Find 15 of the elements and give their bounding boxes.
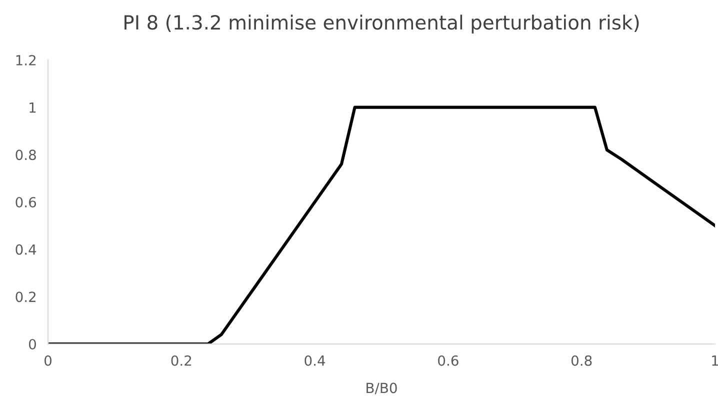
- x-tick-label: 0.2: [171, 355, 192, 366]
- x-tick-label: 1: [712, 356, 718, 366]
- x-tick-label: 0.6: [438, 355, 458, 366]
- y-tick-label: 0.8: [16, 150, 36, 160]
- x-tick-label: 0: [44, 355, 52, 366]
- x-axis-title: B/B0: [366, 382, 397, 394]
- y-tick-label: 0.4: [16, 244, 36, 255]
- chart-title: PI 8 (1.3.2 minimise environmental perturbation risk): [124, 14, 639, 34]
- y-tick-label: 1.2: [16, 54, 36, 66]
- y-tick-label: 0.2: [16, 292, 36, 302]
- x-tick-label: 0.4: [304, 355, 326, 366]
- y-tick-label: 0: [28, 338, 36, 350]
- x-tick-label: 0.8: [571, 355, 592, 366]
- y-tick-label: 0.6: [16, 196, 36, 208]
- y-tick-label: 1: [30, 102, 36, 113]
